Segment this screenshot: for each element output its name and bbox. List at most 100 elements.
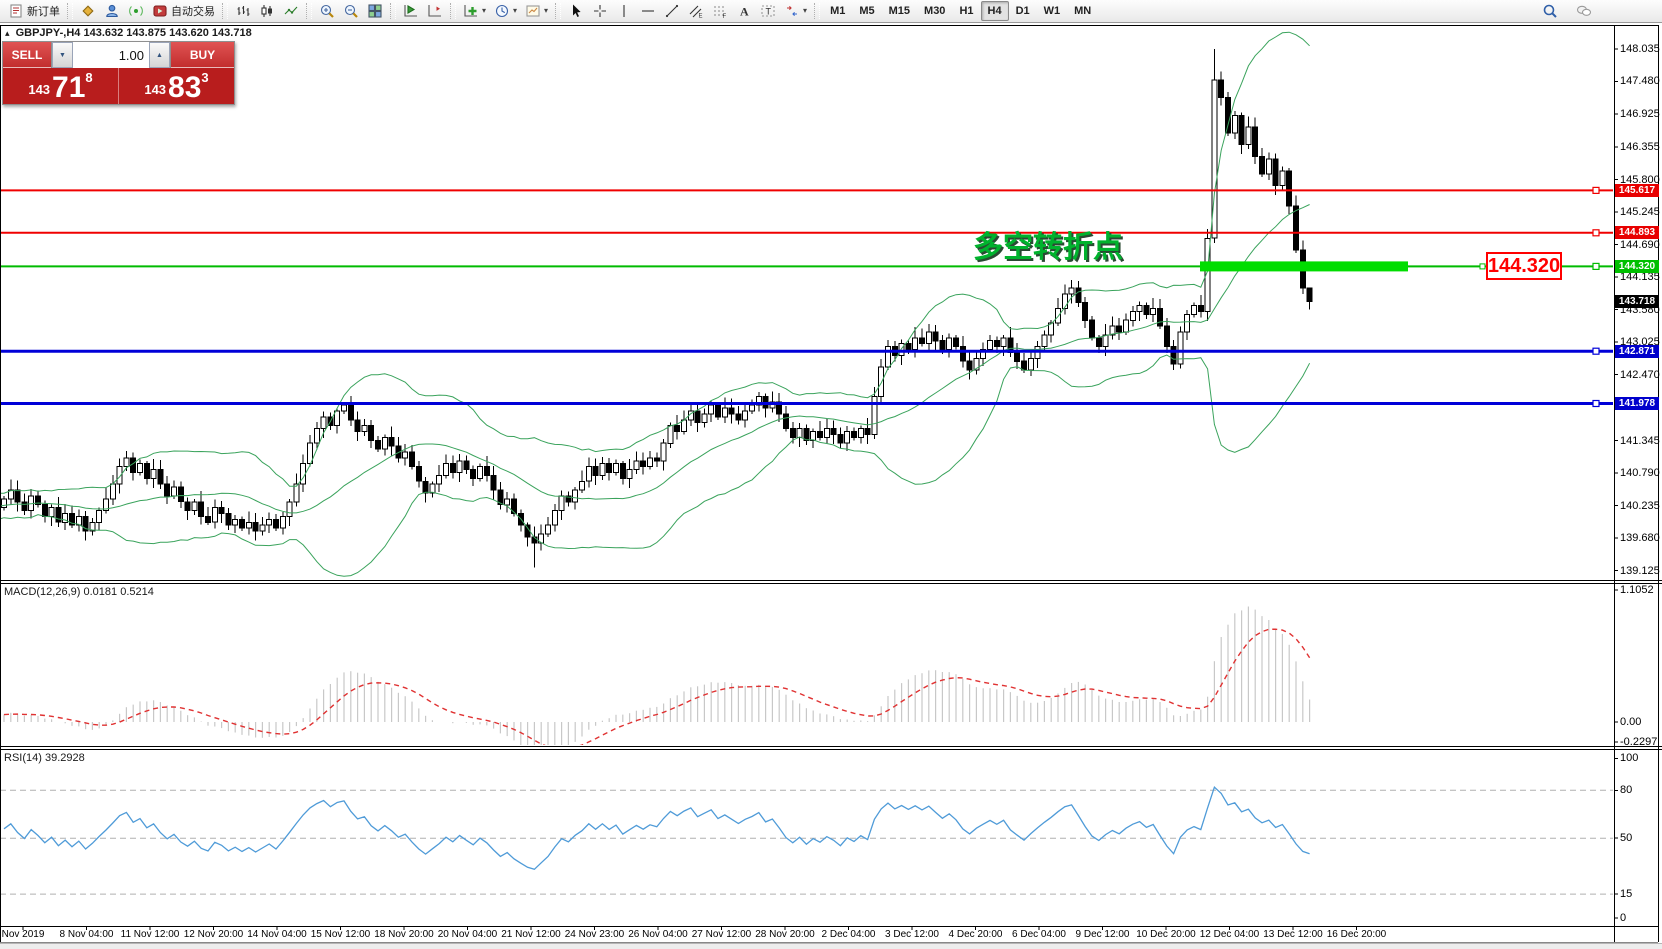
price-level-tag: 144.320 (1615, 259, 1659, 273)
time-axis-tick[interactable]: 27 Nov 12:00 (691, 929, 752, 940)
macd-axis-tick[interactable]: -0.2297 (1620, 736, 1658, 748)
macd-axis-tick[interactable]: 1.1052 (1620, 584, 1654, 597)
tf-d1-button[interactable]: D1 (1009, 1, 1037, 21)
buy-price[interactable]: 143 83 3 (119, 68, 234, 104)
auto-trading-button[interactable]: 自动交易 (148, 1, 219, 21)
time-axis-tick[interactable]: 11 Nov 12:00 (120, 929, 180, 940)
time-axis-tick[interactable]: 18 Nov 20:00 (374, 929, 434, 940)
price-axis-tick[interactable]: 139.125 (1620, 564, 1660, 577)
time-axis-tick[interactable]: Nov 2019 (1, 929, 45, 940)
price-axis-tick[interactable]: 148.035 (1620, 42, 1660, 55)
templates-button[interactable]: ▾ (521, 1, 552, 21)
community-button[interactable] (100, 1, 124, 21)
rsi-axis-tick[interactable]: 0 (1620, 912, 1627, 924)
chat-button[interactable] (1572, 1, 1596, 21)
macd-axis-tick[interactable]: 0.00 (1620, 716, 1642, 728)
price-axis-tick[interactable]: 145.245 (1620, 206, 1660, 219)
volume-decrease-button[interactable]: ▼ (52, 42, 73, 68)
gold-button[interactable] (76, 1, 100, 21)
zoom-in-button[interactable] (315, 1, 339, 21)
rsi-axis-tick[interactable]: 15 (1620, 888, 1633, 901)
search-button[interactable] (1538, 1, 1562, 21)
time-axis-tick[interactable]: 15 Nov 12:00 (310, 929, 371, 940)
signals-button[interactable] (124, 1, 148, 21)
vertical-line-button[interactable] (612, 1, 636, 21)
price-axis-tick[interactable]: 139.680 (1620, 532, 1660, 545)
time-axis-tick[interactable]: 24 Nov 23:00 (564, 929, 625, 940)
time-axis-tick[interactable]: 28 Nov 20:00 (755, 929, 815, 940)
price-axis-tick[interactable]: 144.690 (1620, 238, 1660, 251)
text-button[interactable]: A (732, 1, 756, 21)
sell-price-main: 143 (28, 82, 51, 97)
auto-scroll-button[interactable] (399, 1, 423, 21)
tf-m15-button[interactable]: M15 (882, 1, 917, 21)
time-axis-tick[interactable]: 3 Dec 12:00 (885, 929, 939, 940)
price-axis-tick[interactable]: 147.480 (1620, 75, 1660, 88)
time-axis-tick[interactable]: 12 Nov 20:00 (183, 929, 244, 940)
label-button[interactable]: T (756, 1, 780, 21)
periods-menu-button[interactable]: ▾ (490, 1, 521, 21)
dropdown-caret-icon: ▾ (513, 6, 518, 15)
price-axis-tick[interactable]: 140.235 (1620, 499, 1660, 512)
collapse-triangle-icon[interactable]: ▴ (5, 28, 10, 38)
time-axis-tick[interactable]: 6 Dec 04:00 (1012, 929, 1066, 940)
price-axis-tick[interactable]: 140.790 (1620, 467, 1660, 480)
cursor-button[interactable] (564, 1, 588, 21)
price-axis-tick[interactable]: 141.345 (1620, 434, 1660, 447)
volume-input[interactable]: 1.00 (118, 47, 144, 63)
time-axis-tick[interactable]: 21 Nov 12:00 (501, 929, 561, 940)
volume-increase-button[interactable]: ▲ (149, 42, 170, 68)
zoom-out-button[interactable] (339, 1, 363, 21)
line-chart-button[interactable] (279, 1, 303, 21)
arrows-button[interactable]: ▾ (780, 1, 811, 21)
tf-mn-button[interactable]: MN (1067, 1, 1098, 21)
svg-text:A: A (740, 5, 749, 19)
chart-shift-button[interactable] (423, 1, 447, 21)
buy-price-main: 143 (144, 82, 167, 97)
trendline-button[interactable] (660, 1, 684, 21)
fibo-icon: F (714, 6, 727, 19)
time-axis-tick[interactable]: 20 Nov 04:00 (437, 929, 498, 940)
price-callout-box[interactable]: 144.320 (1486, 252, 1562, 280)
time-axis-tick[interactable]: 4 Dec 20:00 (948, 929, 1003, 940)
tile-windows-button[interactable] (363, 1, 387, 21)
new-order-button[interactable]: 新订单 (4, 1, 64, 21)
time-axis-tick[interactable]: 8 Nov 04:00 (59, 929, 114, 940)
indicators-button[interactable]: ▾ (459, 1, 490, 21)
price-axis-tick[interactable]: 142.470 (1620, 368, 1660, 381)
tf-m15-label: M15 (888, 5, 911, 17)
time-axis-tick[interactable]: 26 Nov 04:00 (628, 929, 688, 940)
rsi-axis-tick[interactable]: 50 (1620, 832, 1633, 845)
tf-m5-button[interactable]: M5 (852, 1, 881, 21)
channel-button[interactable]: E (684, 1, 708, 21)
time-axis-tick[interactable]: 13 Dec 12:00 (1263, 929, 1323, 940)
time-axis-tick[interactable]: 14 Nov 04:00 (247, 929, 307, 940)
tf-m30-button[interactable]: M30 (917, 1, 952, 21)
tf-w1-button[interactable]: W1 (1037, 1, 1068, 21)
time-axis-tick[interactable]: 12 Dec 04:00 (1199, 929, 1260, 940)
tf-h1-button[interactable]: H1 (952, 1, 980, 21)
price-axis-tick[interactable]: 145.800 (1620, 173, 1660, 186)
fibonacci-button[interactable]: F (708, 1, 732, 21)
tf-m1-button[interactable]: M1 (823, 1, 852, 21)
sell-price[interactable]: 143 71 8 (3, 68, 119, 104)
chart-text-annotation[interactable]: 多空转折点 (973, 231, 1123, 264)
price-axis-tick[interactable]: 146.925 (1620, 107, 1660, 120)
buy-button[interactable]: BUY (171, 42, 234, 68)
candlestick-chart-button[interactable] (255, 1, 279, 21)
price-axis-tick[interactable]: 144.135 (1620, 271, 1660, 284)
tf-h4-button[interactable]: H4 (980, 1, 1009, 21)
time-axis-tick[interactable]: 2 Dec 04:00 (821, 929, 876, 940)
time-axis-tick[interactable]: 9 Dec 12:00 (1075, 929, 1130, 940)
price-axis-tick[interactable]: 146.355 (1620, 141, 1660, 154)
sell-button[interactable]: SELL (3, 42, 51, 68)
time-axis-tick[interactable]: 16 Dec 20:00 (1326, 929, 1387, 940)
rsi-axis-tick[interactable]: 100 (1620, 752, 1639, 765)
time-axis-tick[interactable]: 10 Dec 20:00 (1136, 929, 1196, 940)
crosshair-button[interactable] (588, 1, 612, 21)
bar-chart-button[interactable] (231, 1, 255, 21)
rsi-axis-tick[interactable]: 80 (1620, 784, 1633, 797)
linechart-icon (284, 6, 298, 15)
horizontal-line-button[interactable] (636, 1, 660, 21)
